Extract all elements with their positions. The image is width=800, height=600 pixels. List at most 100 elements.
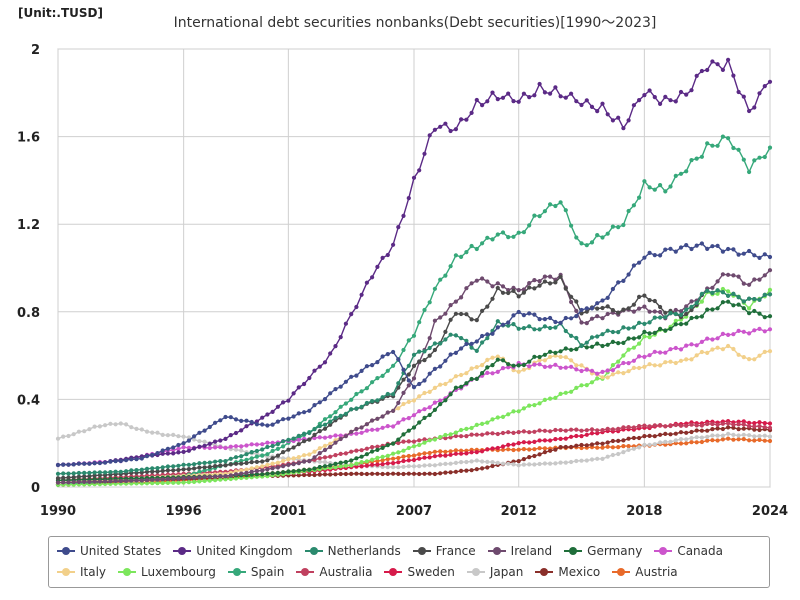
data-point-mexico	[715, 426, 720, 431]
data-point-spain	[579, 241, 584, 246]
data-point-mexico	[396, 471, 401, 476]
data-point-luxembourg	[171, 480, 176, 485]
data-point-germany	[438, 402, 443, 407]
data-point-ireland	[155, 477, 160, 482]
legend-item-italy: Italy	[57, 564, 106, 581]
data-point-united-states	[726, 246, 731, 252]
data-point-italy	[652, 363, 657, 368]
data-point-austria	[626, 444, 631, 449]
data-point-sweden	[474, 450, 479, 455]
data-point-spain	[710, 143, 715, 148]
data-point-austria	[715, 438, 720, 443]
data-point-japan	[176, 434, 181, 439]
data-point-united-states	[705, 246, 710, 251]
data-point-ireland	[747, 282, 752, 287]
data-point-germany	[328, 463, 333, 468]
series-layer	[55, 57, 773, 487]
data-point-netherlands	[160, 465, 165, 470]
data-point-united-kingdom	[328, 351, 333, 356]
data-point-france	[600, 305, 605, 311]
data-point-italy	[731, 346, 736, 352]
data-point-spain	[260, 453, 265, 458]
data-point-japan	[767, 434, 773, 439]
data-point-united-kingdom	[338, 335, 343, 340]
data-point-united-states	[87, 461, 92, 466]
data-point-austria	[605, 444, 610, 449]
data-point-united-kingdom	[354, 304, 359, 310]
data-point-mexico	[741, 426, 746, 431]
data-point-luxembourg	[715, 291, 720, 296]
data-point-australia	[459, 434, 464, 439]
data-point-sweden	[359, 464, 364, 469]
data-point-germany	[621, 340, 626, 345]
data-point-united-kingdom	[589, 104, 595, 109]
data-point-netherlands	[338, 413, 343, 418]
data-point-netherlands	[762, 292, 767, 297]
data-point-australia	[621, 425, 626, 430]
data-point-netherlands	[417, 349, 422, 354]
data-point-italy	[312, 449, 317, 454]
data-point-japan	[710, 433, 715, 438]
data-point-united-kingdom	[495, 97, 500, 102]
data-point-italy	[563, 355, 568, 360]
legend-item-netherlands: Netherlands	[304, 542, 401, 559]
data-point-austria	[453, 448, 458, 453]
data-point-japan	[480, 459, 485, 464]
data-point-ireland	[239, 471, 244, 476]
data-point-canada	[694, 343, 699, 348]
data-point-ireland	[401, 390, 406, 395]
data-point-spain	[490, 237, 495, 242]
data-point-italy	[490, 355, 495, 360]
data-point-austria	[500, 447, 506, 452]
data-point-luxembourg	[595, 376, 600, 381]
data-point-sweden	[406, 458, 411, 463]
data-point-mexico	[443, 470, 448, 475]
data-point-france	[312, 432, 317, 437]
data-point-ireland	[223, 474, 228, 479]
data-point-sweden	[741, 419, 746, 424]
data-point-united-states	[438, 364, 443, 369]
legend-item-luxembourg: Luxembourg	[118, 564, 216, 581]
data-point-austria	[616, 445, 621, 450]
data-point-netherlands	[516, 326, 521, 331]
data-point-canada	[328, 434, 333, 439]
data-point-canada	[736, 328, 741, 333]
data-point-austria	[427, 450, 432, 456]
data-point-united-states	[631, 263, 637, 268]
data-point-mexico	[427, 471, 432, 476]
legend-label: Canada	[677, 543, 723, 558]
data-point-netherlands	[87, 470, 92, 475]
data-point-sweden	[370, 462, 375, 467]
data-point-spain	[354, 391, 359, 397]
data-point-spain	[600, 235, 605, 240]
data-point-australia	[375, 444, 380, 449]
data-point-italy	[558, 354, 563, 359]
legend-item-austria: Austria	[612, 564, 678, 581]
data-point-netherlands	[82, 470, 87, 475]
data-point-united-states	[474, 339, 479, 344]
data-point-canada	[312, 435, 317, 441]
data-point-sweden	[569, 434, 574, 439]
data-point-netherlands	[333, 415, 338, 420]
data-point-united-kingdom	[464, 117, 469, 122]
data-point-sweden	[527, 440, 532, 445]
data-point-japan	[495, 460, 500, 465]
data-point-italy	[469, 366, 474, 371]
data-point-austria	[380, 458, 385, 463]
data-point-italy	[767, 349, 773, 354]
data-point-japan	[448, 461, 453, 466]
data-point-netherlands	[537, 327, 542, 332]
data-point-ireland	[406, 383, 411, 388]
data-point-netherlands	[553, 325, 558, 330]
data-point-netherlands	[103, 470, 108, 475]
data-point-australia	[747, 424, 752, 429]
data-point-sweden	[401, 458, 406, 464]
data-point-ireland	[312, 455, 317, 460]
data-point-canada	[637, 354, 642, 359]
data-point-ireland	[710, 285, 715, 290]
data-point-ireland	[228, 473, 233, 478]
data-point-italy	[286, 457, 291, 462]
data-point-united-kingdom	[574, 99, 579, 104]
data-point-netherlands	[207, 460, 212, 465]
data-point-italy	[762, 349, 767, 354]
